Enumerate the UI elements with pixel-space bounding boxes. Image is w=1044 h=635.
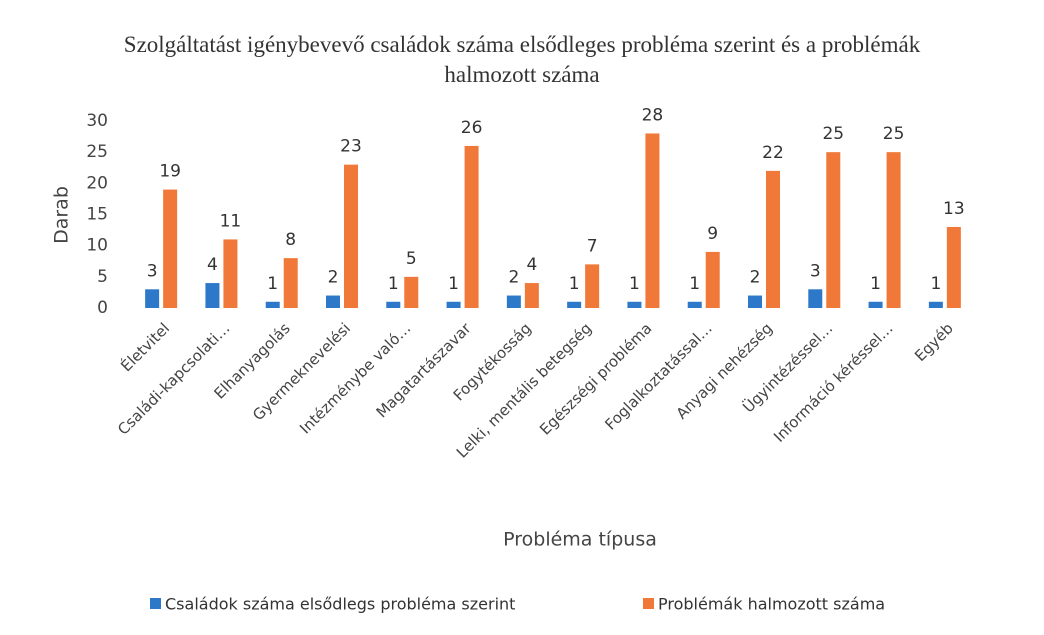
data-label: 8 [285, 230, 296, 250]
bar [627, 301, 642, 308]
bar [946, 226, 961, 308]
bar [283, 258, 298, 308]
data-label: 7 [587, 236, 598, 256]
x-tick-label: Egyéb [911, 319, 957, 365]
data-label: 25 [883, 124, 905, 144]
data-label: 1 [870, 274, 881, 294]
x-tick-label: Egészségi probléma [536, 319, 655, 438]
data-label: 25 [822, 124, 844, 144]
data-label: 23 [340, 137, 362, 157]
bar [826, 152, 841, 308]
bar [344, 164, 358, 308]
legend-swatch [150, 598, 161, 609]
y-tick-label: 15 [86, 205, 108, 225]
bar [687, 301, 702, 308]
bar [464, 145, 479, 308]
bar [163, 189, 178, 308]
y-tick-label: 25 [86, 142, 108, 162]
data-label: 4 [526, 255, 537, 275]
data-label: 3 [810, 261, 821, 281]
data-label: 3 [147, 261, 158, 281]
bar [404, 276, 419, 308]
data-label: 1 [267, 274, 278, 294]
y-tick-label: 30 [86, 111, 108, 131]
data-label: 1 [448, 274, 459, 294]
bar [766, 170, 780, 308]
data-label: 2 [508, 268, 519, 288]
bar [446, 301, 461, 308]
bar [145, 289, 160, 308]
x-tick-label: Foglalkoztatással… [601, 319, 715, 433]
data-label: 2 [750, 268, 761, 288]
bar [928, 301, 943, 308]
bar [886, 152, 901, 308]
bar [386, 301, 401, 308]
bar [585, 264, 600, 308]
y-tick-label: 20 [86, 173, 108, 193]
data-label: 1 [388, 274, 399, 294]
bar [326, 295, 340, 308]
data-label: 1 [629, 274, 640, 294]
bar [567, 301, 582, 308]
x-tick-label: Intézménybe való… [296, 319, 414, 437]
data-label: 1 [930, 274, 941, 294]
y-tick-label: 0 [97, 298, 108, 318]
x-tick-label: Információ kéréssel… [770, 319, 897, 446]
data-label: 4 [207, 255, 218, 275]
bar [868, 301, 883, 308]
data-label: 28 [642, 105, 664, 125]
y-axis-title: Darab [51, 186, 73, 244]
data-label: 9 [707, 224, 718, 244]
data-label: 19 [159, 162, 181, 182]
bar [205, 283, 220, 308]
y-tick-label: 5 [97, 267, 108, 287]
legend-label: Családok száma elsődlegs probléma szerin… [165, 595, 515, 614]
data-label: 1 [689, 274, 700, 294]
legend-label: Problémák halmozott száma [658, 595, 885, 614]
x-tick-label: Életvitel [117, 319, 174, 376]
bar [645, 133, 660, 308]
data-label: 13 [943, 199, 965, 219]
bar [524, 283, 539, 308]
data-label: 1 [569, 274, 580, 294]
bar [265, 301, 280, 308]
legend-swatch [643, 598, 654, 609]
data-label: 11 [220, 211, 242, 231]
bar [705, 251, 720, 308]
y-tick-label: 10 [86, 236, 108, 256]
bar [506, 295, 521, 308]
data-label: 5 [406, 249, 417, 269]
bar [223, 239, 238, 308]
chart-title: Szolgáltatást igénybevevő családok száma… [123, 32, 921, 87]
bar [808, 289, 823, 308]
bar [748, 295, 762, 308]
data-label: 22 [762, 143, 784, 163]
x-axis-title: Probléma típusa [503, 529, 657, 551]
data-label: 2 [328, 268, 339, 288]
data-label: 26 [461, 118, 483, 138]
x-tick-label: Családi-kapcsolati… [114, 319, 233, 438]
